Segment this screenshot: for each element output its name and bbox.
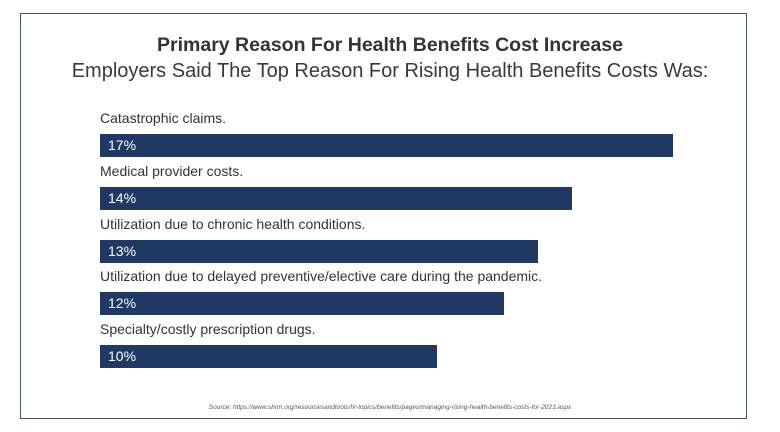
bar: 10% — [100, 345, 438, 369]
chart-subtitle: Employers Said The Top Reason For Rising… — [71, 60, 709, 82]
category-label: Utilization due to delayed preventive/el… — [100, 268, 543, 285]
category-label: Medical provider costs. — [100, 162, 244, 179]
chart-title: Primary Reason For Health Benefits Cost … — [157, 34, 623, 56]
data-label: 14% — [108, 189, 137, 206]
data-label: 12% — [108, 295, 137, 312]
data-label: 17% — [108, 137, 137, 153]
category-label: Specialty/costly prescription drugs. — [100, 321, 316, 338]
bar: 14% — [100, 186, 572, 210]
bar: 13% — [100, 239, 539, 263]
chart-frame — [20, 13, 747, 419]
bar: 12% — [100, 292, 505, 316]
category-label: Utilization due to chronic health condit… — [100, 215, 366, 232]
bar: 17% — [100, 134, 673, 157]
data-label: 10% — [108, 348, 137, 365]
source-note: Source: https://www.shrm.org/resourcesan… — [208, 404, 572, 411]
data-label: 13% — [108, 242, 137, 259]
category-label: Catastrophic claims. — [100, 110, 227, 126]
